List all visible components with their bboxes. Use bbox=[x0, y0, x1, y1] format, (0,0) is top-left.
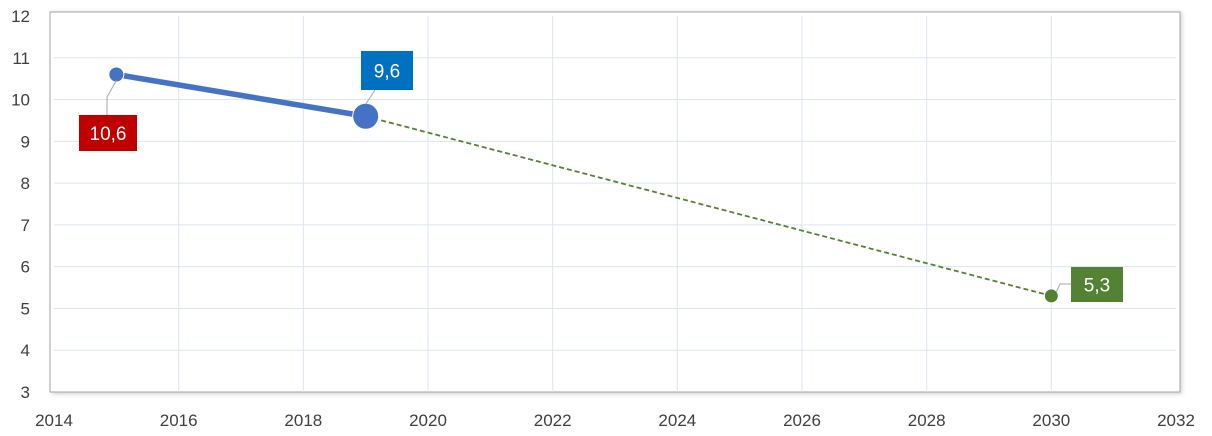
data-point-marker bbox=[1043, 288, 1059, 304]
x-tick-label: 2030 bbox=[1032, 411, 1070, 430]
leader-line bbox=[1055, 283, 1071, 293]
data-point-marker bbox=[352, 102, 380, 130]
x-tick-label: 2020 bbox=[409, 411, 447, 430]
data-label: 5,3 bbox=[1084, 276, 1110, 297]
y-tick-label: 4 bbox=[21, 341, 30, 360]
data-label-box bbox=[1071, 267, 1123, 302]
data-label: 10,6 bbox=[90, 124, 127, 145]
x-tick-label: 2026 bbox=[783, 411, 821, 430]
data-point-marker bbox=[108, 66, 125, 83]
y-axis-ticks: 3 4 5 6 7 8 9 10 11 12 bbox=[11, 7, 30, 402]
gridlines bbox=[54, 16, 1176, 392]
data-label: 9,6 bbox=[374, 62, 400, 83]
series bbox=[108, 66, 1059, 304]
y-tick-label: 11 bbox=[12, 49, 30, 68]
data-label-box bbox=[79, 115, 137, 151]
projection-line bbox=[365, 115, 1052, 297]
plot-area bbox=[49, 11, 1181, 393]
y-tick-label: 5 bbox=[21, 299, 30, 318]
x-tick-label: 2014 bbox=[35, 411, 73, 430]
x-tick-label: 2016 bbox=[160, 411, 198, 430]
leader-line bbox=[106, 80, 117, 115]
x-tick-label: 2028 bbox=[908, 411, 946, 430]
y-tick-label: 9 bbox=[21, 132, 30, 151]
actual-line bbox=[113, 71, 369, 120]
x-tick-label: 2022 bbox=[534, 411, 572, 430]
y-tick-label: 7 bbox=[21, 216, 30, 235]
y-tick-label: 3 bbox=[21, 383, 30, 402]
leader-line bbox=[365, 89, 376, 105]
data-label-box bbox=[361, 51, 413, 90]
y-tick-label: 8 bbox=[21, 174, 30, 193]
x-tick-label: 2024 bbox=[658, 411, 696, 430]
x-tick-label: 2018 bbox=[284, 411, 322, 430]
data-labels: 10,6 9,6 5,3 bbox=[79, 51, 1123, 302]
x-axis-ticks: 2014 2016 2018 2020 2022 2024 2026 2028 2030 2032 bbox=[35, 411, 1195, 430]
y-tick-label: 12 bbox=[11, 7, 30, 26]
y-tick-label: 10 bbox=[11, 91, 30, 110]
x-tick-label: 2032 bbox=[1157, 411, 1195, 430]
y-tick-label: 6 bbox=[21, 258, 30, 277]
